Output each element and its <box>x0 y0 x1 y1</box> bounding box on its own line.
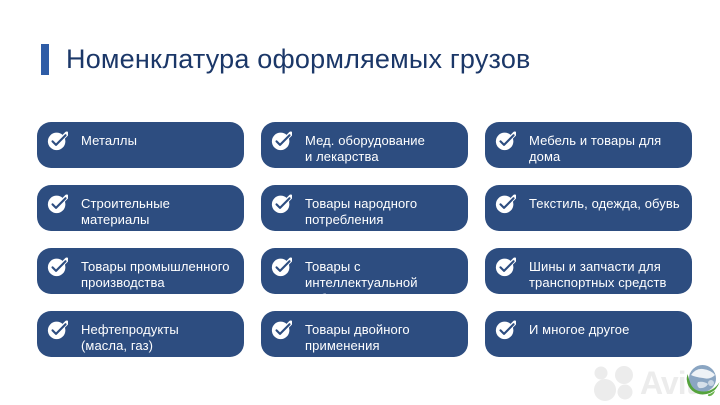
check-circle-icon <box>271 131 292 151</box>
cargo-item-textile: Текстиль, одежда, обувь <box>485 185 692 231</box>
cargo-item-med-equipment: Мед. оборудование и лекарства <box>261 122 468 168</box>
cargo-item-other: И многое другое <box>485 311 692 357</box>
cargo-item-label: Товары промышленного производства <box>81 259 230 290</box>
check-circle-icon <box>271 257 292 277</box>
cargo-item-building-materials: Строительные материалы <box>37 185 244 231</box>
cargo-item-label: Товары с интеллектуальной собственностью <box>305 259 418 306</box>
cargo-item-consumer-goods: Товары народного потребления <box>261 185 468 231</box>
cargo-item-label: Мед. оборудование и лекарства <box>305 133 425 164</box>
cargo-item-label: Товары народного потребления <box>305 196 418 227</box>
check-circle-icon <box>495 131 516 151</box>
cargo-item-label: Текстиль, одежда, обувь <box>529 196 680 211</box>
cargo-item-furniture: Мебель и товары для дома <box>485 122 692 168</box>
cargo-item-label: Нефтепродукты (масла, газ) <box>81 322 179 353</box>
cargo-item-intellectual-property: Товары с интеллектуальной собственностью <box>261 248 468 306</box>
check-circle-icon <box>271 194 292 214</box>
cargo-grid: Металлы Мед. оборудование и лекарства Ме… <box>37 122 692 357</box>
title-accent-bar <box>41 44 49 75</box>
cargo-item-label: Строительные материалы <box>81 196 170 227</box>
check-circle-icon <box>271 320 292 340</box>
cargo-item-dual-use: Товары двойного применения <box>261 311 468 357</box>
cargo-item-label: Шины и запчасти для транспортных средств <box>529 259 667 290</box>
check-circle-icon <box>47 131 68 151</box>
check-circle-icon <box>47 320 68 340</box>
page-title: Номенклатура оформляемых грузов <box>66 44 531 74</box>
cargo-item-metals: Металлы <box>37 122 244 168</box>
cargo-item-label: Товары двойного применения <box>305 322 410 353</box>
avito-logo-icon <box>594 365 633 401</box>
check-circle-icon <box>47 257 68 277</box>
check-circle-icon <box>495 257 516 277</box>
check-circle-icon <box>495 194 516 214</box>
cargo-item-label: Мебель и товары для дома <box>529 133 662 164</box>
globe-icon <box>686 365 720 397</box>
check-circle-icon <box>495 320 516 340</box>
cargo-item-industrial-goods: Товары промышленного производства <box>37 248 244 294</box>
cargo-item-label: И многое другое <box>529 322 630 337</box>
avito-watermark: Avito <box>592 361 720 405</box>
slide-header: Номенклатура оформляемых грузов <box>41 44 531 75</box>
check-circle-icon <box>47 194 68 214</box>
cargo-item-petroleum: Нефтепродукты (масла, газ) <box>37 311 244 357</box>
cargo-item-label: Металлы <box>81 133 138 148</box>
cargo-item-tires-parts: Шины и запчасти для транспортных средств <box>485 248 692 294</box>
